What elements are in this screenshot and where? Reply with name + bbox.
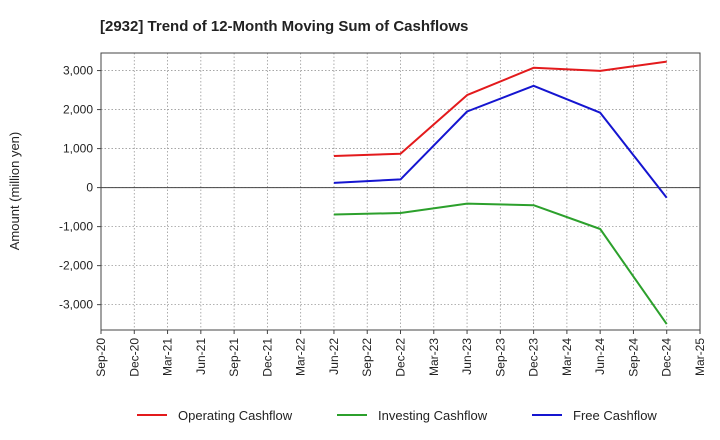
x-tick-label: Dec-20: [127, 338, 141, 377]
y-tick-label: -1,000: [59, 220, 93, 234]
x-tick-label: Dec-23: [527, 338, 541, 377]
x-tick-label: Sep-20: [94, 338, 108, 377]
y-tick-label: 2,000: [63, 103, 93, 117]
legend: Operating Cashflow Investing Cashflow Free…: [137, 408, 657, 423]
x-tick-label: Sep-21: [227, 338, 241, 377]
x-tick-label: Mar-22: [294, 338, 308, 376]
chart-title: [2932] Trend of 12-Month Moving Sum of C…: [100, 18, 468, 35]
legend-label-operating-cashflow: Operating Cashflow: [178, 408, 293, 423]
grid: [100, 53, 701, 330]
x-tick-label: Sep-22: [360, 338, 374, 377]
x-tick-label: Jun-22: [327, 338, 341, 375]
x-tick-label: Dec-24: [660, 338, 674, 377]
legend-label-free-cashflow: Free Cashflow: [573, 408, 657, 423]
legend-label-investing-cashflow: Investing Cashflow: [378, 408, 488, 423]
y-tick-label: 1,000: [63, 142, 93, 156]
x-tick-label: Sep-23: [493, 338, 507, 377]
y-tick-label: 0: [86, 181, 93, 195]
y-tick-label: 3,000: [63, 64, 93, 78]
x-tick-label: Dec-21: [260, 338, 274, 377]
x-tick-label: Jun-24: [593, 338, 607, 375]
y-axis-label: Amount (million yen): [7, 132, 22, 251]
investing-cashflow-line: [333, 202, 668, 325]
y-tick-label: -3,000: [59, 298, 93, 312]
x-tick-label: Mar-21: [161, 338, 175, 376]
x-tick-label: Mar-23: [427, 338, 441, 376]
free-cashflow-line: [333, 84, 668, 199]
operating-cashflow-line: [333, 60, 667, 157]
axes: -3,000 -2,000 -1,000 0 1,000 2,000 3,000 Sep-20…: [59, 52, 707, 377]
x-tick-label: Jun-21: [194, 338, 208, 375]
x-tick-label: Mar-25: [693, 338, 707, 376]
x-tick-label: Mar-24: [560, 338, 574, 376]
x-tick-label: Sep-24: [626, 338, 640, 377]
x-tick-label: Jun-23: [460, 338, 474, 375]
series-lines: [333, 60, 668, 325]
y-tick-label: -2,000: [59, 259, 93, 273]
x-tick-label: Dec-22: [394, 338, 408, 377]
